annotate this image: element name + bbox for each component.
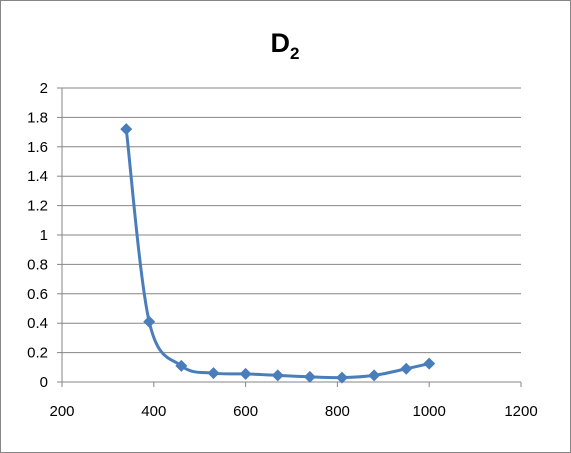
data-point-marker <box>271 369 284 382</box>
y-tick-label: 0.8 <box>27 256 48 273</box>
data-point-marker <box>175 359 188 372</box>
y-tick-label: 0.6 <box>27 286 48 303</box>
x-tick-label: 1000 <box>413 403 446 420</box>
data-point-marker <box>423 357 436 370</box>
gridlines <box>62 87 521 354</box>
x-tick-label: 800 <box>325 403 350 420</box>
data-point-marker <box>368 369 381 382</box>
x-tick-label: 400 <box>141 403 166 420</box>
chart-title-subscript: 2 <box>290 44 299 63</box>
x-tick-label: 1200 <box>504 403 537 420</box>
data-point-marker <box>143 315 156 328</box>
series-group <box>120 123 436 384</box>
series-line <box>124 128 430 380</box>
data-point-marker <box>400 362 413 375</box>
data-point-marker <box>120 123 133 136</box>
y-tick-label: 1.2 <box>27 198 48 215</box>
data-point-marker <box>239 367 252 380</box>
y-tick-label: 2 <box>40 80 48 97</box>
y-tick-label: 0.2 <box>27 345 48 362</box>
data-point-marker <box>335 371 348 384</box>
y-axis-ticks: 0 0.2 0.4 0.6 0.8 1 1.2 1.4 1.6 1.8 2 <box>27 80 62 391</box>
x-tick-label: 200 <box>49 403 74 420</box>
y-tick-label: 1.4 <box>27 168 48 185</box>
data-point-marker <box>303 370 316 383</box>
y-tick-label: 0.4 <box>27 315 48 332</box>
x-axis-ticks: 200 400 600 800 1000 1200 <box>49 382 538 420</box>
x-tick-label: 600 <box>233 403 258 420</box>
chart-title: D2 <box>271 28 300 63</box>
y-tick-label: 1.8 <box>27 109 48 126</box>
y-tick-label: 0 <box>40 374 48 391</box>
y-tick-label: 1 <box>40 227 48 244</box>
data-point-marker <box>207 367 220 380</box>
y-tick-label: 1.6 <box>27 139 48 156</box>
chart-title-main: D <box>271 28 291 58</box>
